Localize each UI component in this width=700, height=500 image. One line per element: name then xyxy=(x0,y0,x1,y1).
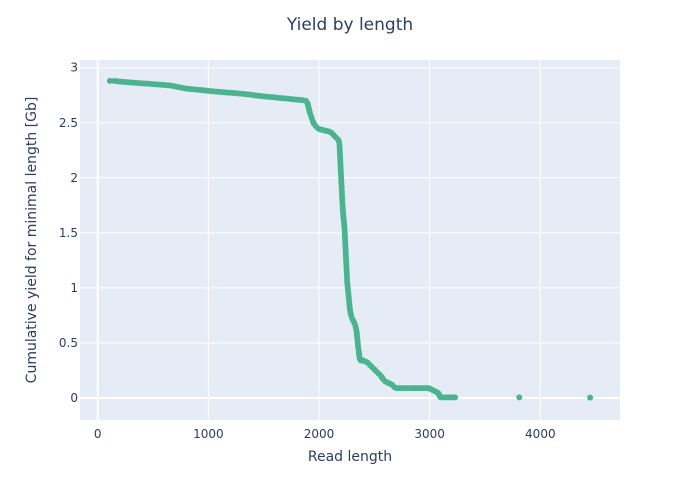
x-tick-labels: 0 1000 2000 3000 4000 xyxy=(94,427,556,441)
x-tick-label: 4000 xyxy=(525,427,556,441)
y-tick-label: 2 xyxy=(70,171,78,185)
plot-area xyxy=(80,60,620,420)
data-point xyxy=(587,394,594,401)
y-tick-label: 2.5 xyxy=(59,116,78,130)
y-tick-label: 1 xyxy=(70,281,78,295)
x-tick-label: 1000 xyxy=(193,427,224,441)
grid-lines xyxy=(80,60,620,420)
data-point xyxy=(106,77,113,84)
y-tick-label: 1.5 xyxy=(59,226,78,240)
y-tick-label: 0 xyxy=(70,391,78,405)
y-tick-label: 3 xyxy=(70,61,78,75)
data-point xyxy=(452,394,459,401)
data-point xyxy=(516,394,523,401)
y-tick-labels: 0 0.5 1 1.5 2 2.5 3 xyxy=(59,61,78,405)
y-tick-label: 0.5 xyxy=(59,336,78,350)
data-points xyxy=(106,77,594,401)
x-axis-title: Read length xyxy=(308,449,392,465)
x-tick-label: 0 xyxy=(94,427,102,441)
y-axis-title: Cumulative yield for minimal length [Gb] xyxy=(24,97,40,384)
x-tick-label: 3000 xyxy=(414,427,445,441)
chart-title: Yield by length xyxy=(286,15,413,35)
x-tick-label: 2000 xyxy=(304,427,335,441)
